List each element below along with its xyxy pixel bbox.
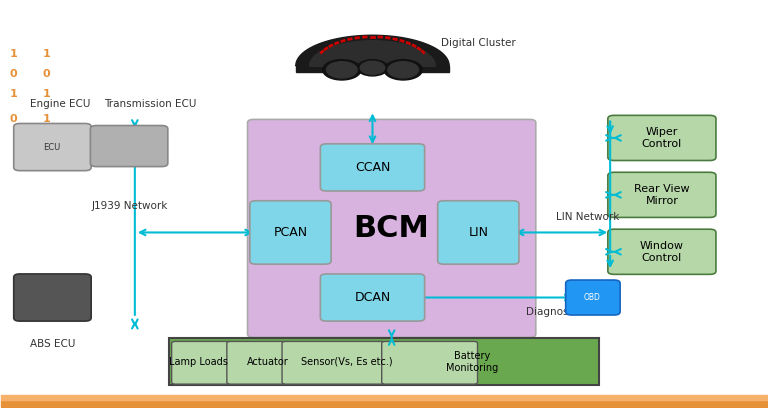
Text: CCAN: CCAN (355, 161, 390, 174)
Text: LIN: LIN (468, 226, 488, 239)
Text: Wiper
Control: Wiper Control (642, 127, 682, 149)
Text: Rear View
Mirror: Rear View Mirror (634, 184, 690, 206)
Text: ECU: ECU (44, 142, 61, 152)
FancyBboxPatch shape (320, 274, 425, 321)
Text: Window
Control: Window Control (640, 241, 684, 263)
Circle shape (326, 62, 357, 78)
Text: BCM: BCM (354, 214, 429, 243)
Polygon shape (310, 41, 435, 66)
Text: Digital Cluster: Digital Cluster (442, 38, 516, 49)
Circle shape (357, 60, 388, 76)
FancyBboxPatch shape (172, 341, 231, 384)
Text: OBD: OBD (584, 293, 601, 302)
Text: 1: 1 (43, 113, 51, 124)
Text: Battery
Monitoring: Battery Monitoring (446, 351, 498, 373)
Text: PCAN: PCAN (273, 226, 307, 239)
FancyBboxPatch shape (91, 126, 168, 166)
Text: J1939 Network: J1939 Network (91, 201, 167, 211)
Text: Lamp Loads: Lamp Loads (169, 357, 228, 367)
FancyBboxPatch shape (607, 229, 716, 274)
Text: 0: 0 (43, 69, 51, 79)
Text: 1: 1 (10, 89, 18, 99)
Bar (1, 395, 767, 400)
Text: Actuator: Actuator (247, 357, 288, 367)
Text: Sensor(Vs, Es etc.): Sensor(Vs, Es etc.) (301, 357, 393, 367)
Text: 1: 1 (43, 49, 51, 59)
Text: LIN Network: LIN Network (557, 212, 620, 222)
FancyBboxPatch shape (607, 115, 716, 160)
FancyBboxPatch shape (247, 120, 536, 337)
FancyBboxPatch shape (250, 201, 331, 264)
Circle shape (360, 61, 385, 74)
Text: Engine ECU: Engine ECU (30, 100, 90, 109)
FancyBboxPatch shape (320, 144, 425, 191)
FancyBboxPatch shape (227, 341, 286, 384)
Text: DCAN: DCAN (354, 291, 391, 304)
Text: 0: 0 (10, 69, 18, 79)
Bar (170, 338, 598, 385)
Circle shape (388, 62, 419, 78)
FancyBboxPatch shape (382, 341, 478, 384)
Text: ABS ECU: ABS ECU (30, 339, 75, 349)
Bar (296, 66, 449, 72)
Text: Diagnostic Tool: Diagnostic Tool (526, 307, 604, 317)
Circle shape (323, 60, 361, 80)
Text: Transmission ECU: Transmission ECU (104, 100, 197, 109)
Text: 1: 1 (10, 49, 18, 59)
FancyBboxPatch shape (14, 274, 91, 321)
Polygon shape (296, 35, 449, 66)
Text: 0: 0 (10, 113, 18, 124)
Bar (1, 400, 767, 407)
FancyBboxPatch shape (14, 124, 91, 171)
FancyBboxPatch shape (607, 172, 716, 217)
FancyBboxPatch shape (566, 280, 620, 315)
Text: 1: 1 (43, 89, 51, 99)
FancyBboxPatch shape (438, 201, 519, 264)
Circle shape (384, 60, 422, 80)
FancyBboxPatch shape (282, 341, 386, 384)
